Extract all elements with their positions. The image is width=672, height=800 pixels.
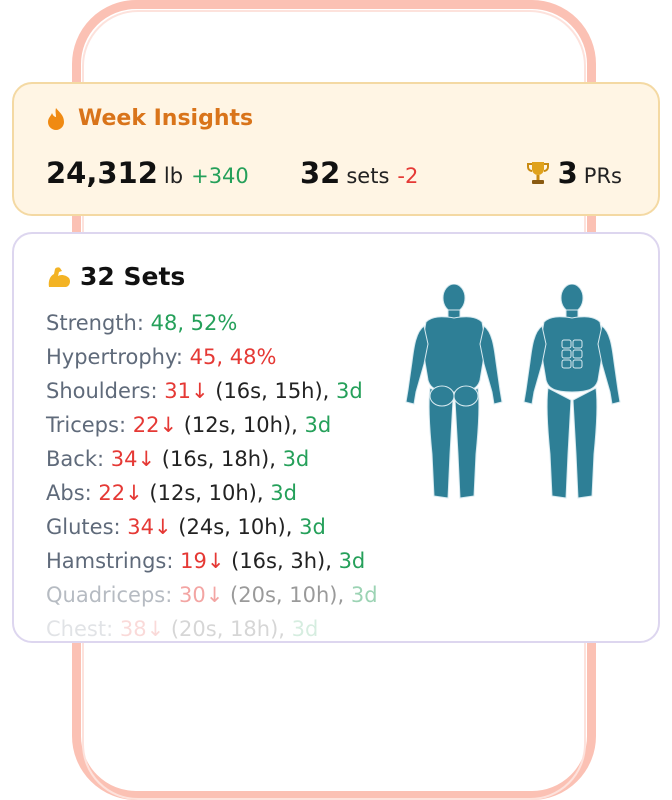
muscle-detail: (20s, 18h), [170,617,285,641]
muscle-count: 34↓ [110,447,156,471]
volume-delta: +340 [191,164,249,188]
muscle-days: 3d [291,617,319,641]
muscle-name: Glutes: [46,515,121,539]
muscle-detail: (12s, 10h), [149,481,264,505]
sets-unit: sets [346,164,390,188]
muscle-count: 30↓ [179,583,224,607]
muscle-count: 19↓ [180,549,225,573]
prs-unit: PRs [583,164,622,188]
muscle-count: 38↓ [119,617,165,641]
flame-icon [48,107,64,130]
muscle-row-glutes[interactable]: Glutes: 34↓ (24s, 10h), 3d [46,510,426,544]
volume-unit: lb [163,164,184,188]
muscle-detail: (12s, 10h), [183,413,298,437]
volume-value: 24,312 [46,156,158,190]
body-back-view [405,284,503,499]
muscle-row-quadriceps[interactable]: Quadriceps: 30↓ (20s, 10h), 3d [46,578,426,612]
insights-header: Week Insights [46,106,253,131]
muscle-days: 3d [304,413,332,437]
strength-label: Strength: [46,311,144,335]
sets-card[interactable]: 32 Sets Strength: 48, 52% Hypertrophy: 4… [12,232,660,643]
muscle-days: 3d [270,481,297,505]
muscle-name: Quadriceps: [46,583,173,607]
muscle-name: Triceps: [46,413,127,437]
muscle-count: 22↓ [132,413,178,437]
hypertrophy-value: 45, 48% [189,345,277,369]
strength-value: 48, 52% [150,311,238,335]
body-front-view [523,284,621,499]
muscle-name: Chest: [46,617,114,641]
muscle-row-triceps[interactable]: Triceps: 22↓ (12s, 10h), 3d [46,408,426,442]
muscle-row-hamstrings[interactable]: Hamstrings: 19↓ (16s, 3h), 3d [46,544,426,578]
trophy-icon [526,162,549,184]
muscle-count: 31↓ [164,379,209,403]
muscle-days: 3d [299,515,326,539]
hypertrophy-row: Hypertrophy: 45, 48% [46,340,426,374]
muscle-row-shoulders[interactable]: Shoulders: 31↓ (16s, 15h), 3d [46,374,426,408]
muscle-name: Hamstrings: [46,549,174,573]
muscle-detail: (20s, 10h), [230,583,345,607]
sets-title: 32 Sets [80,262,186,291]
muscle-days: 3d [282,447,310,471]
volume-stat: 24,312 lb +340 [46,156,249,190]
hypertrophy-label: Hypertrophy: [46,345,183,369]
insights-title: Week Insights [78,106,254,131]
muscle-name: Back: [46,447,105,471]
flexed-biceps-icon [48,266,70,287]
week-insights-card[interactable]: Week Insights 24,312 lb +340 32 sets -2 … [12,82,660,216]
prs-stat: 3 PRs [526,156,622,190]
muscle-row-abs[interactable]: Abs: 22↓ (12s, 10h), 3d [46,476,426,510]
muscle-count: 34↓ [127,515,172,539]
sets-header: 32 Sets [46,262,185,291]
muscle-row-back[interactable]: Back: 34↓ (16s, 18h), 3d [46,442,426,476]
muscle-name: Shoulders: [46,379,158,403]
muscle-detail: (24s, 10h), [178,515,293,539]
muscle-days: 3d [350,583,378,607]
muscle-detail: (16s, 3h), [231,549,332,573]
sets-stat: 32 sets -2 [300,156,418,190]
sets-delta: -2 [397,164,419,188]
strength-row: Strength: 48, 52% [46,306,426,340]
muscle-body-map[interactable] [402,284,632,516]
muscle-days: 3d [338,549,366,573]
muscle-list: Strength: 48, 52% Hypertrophy: 45, 48% S… [46,306,426,646]
insights-stats: 24,312 lb +340 32 sets -2 3 PRs [46,156,622,196]
muscle-detail: (16s, 15h), [215,379,330,403]
sets-value: 32 [300,156,341,190]
muscle-row-chest[interactable]: Chest: 38↓ (20s, 18h), 3d [46,612,426,646]
muscle-count: 22↓ [98,481,143,505]
muscle-name: Abs: [46,481,92,505]
muscle-days: 3d [336,379,363,403]
muscle-detail: (16s, 18h), [161,447,276,471]
prs-value: 3 [557,156,578,190]
